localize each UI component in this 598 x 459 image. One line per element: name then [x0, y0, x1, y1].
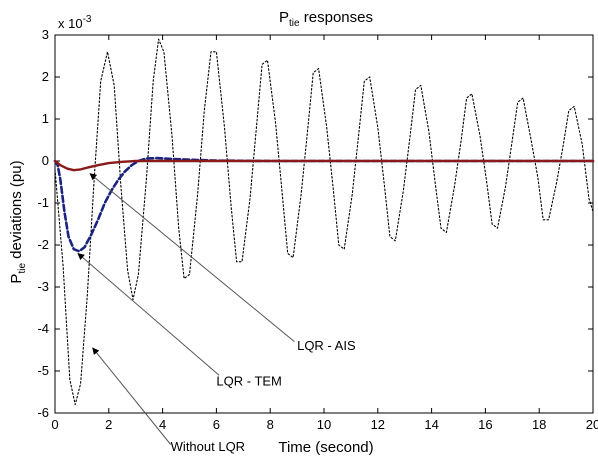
y-tick-label: -6: [37, 405, 49, 420]
x-tick-label: 10: [317, 417, 331, 432]
y-tick-label: -3: [37, 279, 49, 294]
annotation-label-without-lqr: Without LQR: [171, 439, 245, 454]
x-axis-title: Time (second): [278, 439, 373, 456]
y-axis-multiplier: x 10-3: [58, 14, 92, 31]
annotation-arrow-lqr-ais: [89, 173, 295, 342]
x-tick-label: 12: [371, 417, 385, 432]
y-tick-label: 3: [42, 27, 49, 42]
x-tick-label: 0: [51, 417, 58, 432]
y-tick-label: -5: [37, 363, 49, 378]
annotation-label-lqr-ais: LQR - AIS: [297, 338, 356, 353]
y-tick-label: -4: [37, 321, 49, 336]
y-tick-label: 2: [42, 69, 49, 84]
chart-title: Ptie responses: [279, 9, 373, 29]
series-line-lqr-tem: [53, 156, 595, 253]
y-axis-title: Ptie deviations (pu): [8, 160, 28, 283]
series-line-without-lqr: [54, 38, 594, 406]
x-tick-label: 18: [532, 417, 546, 432]
y-tick-label: -2: [37, 237, 49, 252]
x-tick-label: 6: [213, 417, 220, 432]
y-tick-label: -1: [37, 195, 49, 210]
x-tick-label: 2: [105, 417, 112, 432]
annotation-arrow-lqr-tem: [77, 252, 220, 376]
series-line-lqr-ais: [53, 159, 595, 172]
x-tick-label: 8: [267, 417, 274, 432]
x-tick-label: 20: [586, 417, 598, 432]
x-tick-label: 16: [478, 417, 492, 432]
x-tick-label: 14: [424, 417, 438, 432]
annotation-arrow-without-lqr: [92, 347, 172, 445]
x-tick-label: 4: [159, 417, 166, 432]
annotation-label-lqr-tem: LQR - TEM: [216, 374, 282, 389]
y-tick-label: 0: [42, 153, 49, 168]
y-tick-label: 1: [42, 111, 49, 126]
